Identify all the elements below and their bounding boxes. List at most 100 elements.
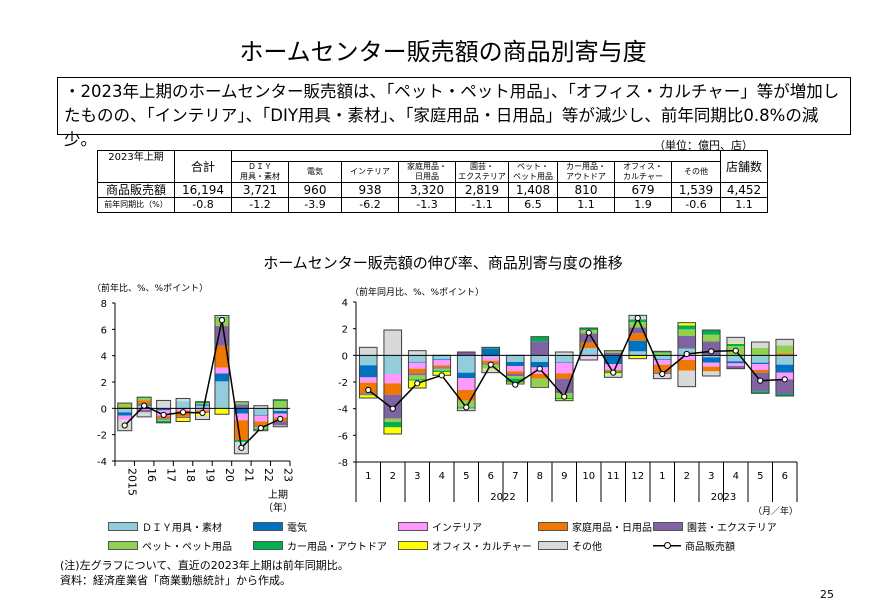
bar-segment [628, 340, 647, 352]
bar-segment [555, 355, 574, 362]
bar-segment [408, 355, 427, 362]
col-label: カー用品・ [566, 162, 606, 171]
bar-segment [214, 373, 229, 382]
x-tick-label: 2 [684, 471, 690, 482]
legend-swatch [253, 522, 283, 531]
bar-segment [677, 360, 696, 371]
bar-segment [579, 348, 598, 356]
y-tick-label: 4 [342, 298, 348, 309]
y-tick-label: -2 [338, 378, 348, 389]
bar-segment [156, 420, 171, 423]
table-cell: 1.1 [720, 197, 768, 213]
bar-segment [604, 356, 623, 364]
x-tick-label: 11 [607, 471, 620, 482]
bar-segment [506, 371, 525, 374]
bar-outline [175, 397, 191, 423]
legend-item: オフィス・カルチャー [398, 538, 532, 553]
bar-segment [408, 373, 427, 376]
bar-segment [751, 370, 770, 373]
table-cell: -0.6 [671, 197, 721, 213]
table-cell: -1.1 [455, 197, 509, 213]
bar-segment [195, 415, 210, 420]
bar-segment [117, 408, 132, 413]
legend-item: インテリア [398, 519, 482, 534]
y-tick-label: 6 [101, 325, 107, 336]
sales-point [389, 405, 396, 412]
bar-segment [726, 355, 745, 362]
x-tick-label: 3 [708, 471, 714, 482]
sales-point [634, 314, 641, 322]
legend-label: その他 [572, 542, 602, 553]
bar-segment [775, 372, 794, 380]
bar-segment [628, 322, 647, 328]
bar-segment [234, 404, 249, 409]
sales-point [659, 370, 666, 378]
legend-item: 電気 [253, 519, 307, 534]
col-label: ペット・ [517, 162, 549, 171]
y-tick-label: -4 [97, 457, 107, 468]
bar-segment [628, 356, 647, 359]
x-axis-unit: （年） [263, 501, 293, 514]
sales-point [218, 317, 226, 324]
x-tick-label: 18 [184, 468, 197, 482]
bar-segment [555, 373, 574, 379]
bar-segment [530, 341, 549, 356]
sales-point [257, 424, 264, 432]
bar-segment [359, 377, 378, 383]
bar-segment [726, 363, 745, 366]
bar-segment [137, 397, 152, 401]
x-tick-label: 6 [488, 471, 494, 482]
bar-segment [481, 347, 500, 349]
x-tick-label: 9 [561, 471, 567, 482]
bar-segment [195, 405, 210, 409]
bar-segment [214, 345, 229, 368]
col-label: 用具・素材 [240, 172, 280, 181]
legend-swatch [653, 522, 683, 531]
bar-segment [751, 348, 770, 356]
bar-outline [136, 396, 152, 418]
page-number: 25 [820, 588, 834, 601]
bar-segment [653, 359, 672, 360]
table-cell: 938 [341, 182, 399, 198]
col-label: オフィス・ [623, 162, 663, 171]
bar-outline [456, 351, 476, 412]
x-axis-unit: （月／年） [753, 505, 798, 517]
bar-segment [751, 342, 770, 348]
bar-segment [117, 403, 132, 408]
x-tick-label: 3 [414, 471, 420, 482]
bar-segment [653, 364, 672, 373]
legend-item: その他 [538, 538, 602, 553]
bar-segment [137, 408, 152, 410]
legend-label: 商品販売額 [685, 542, 735, 553]
bar-segment [506, 374, 525, 376]
bar-segment [726, 337, 745, 344]
legend-swatch [108, 522, 138, 531]
sales-point [160, 411, 167, 419]
table-cell: 4,452 [720, 182, 768, 198]
bar-segment [751, 355, 770, 363]
y-tick-label: 8 [101, 299, 107, 310]
sales-point [121, 422, 128, 429]
table-cell: 1,408 [508, 182, 558, 198]
bar-segment [359, 393, 378, 395]
bar-segment [653, 355, 672, 360]
bar-segment [359, 394, 378, 396]
bar-segment [677, 336, 696, 349]
x-tick-label: 5 [463, 471, 469, 482]
bar-segment [137, 409, 152, 413]
legend-label: オフィス・カルチャー [432, 542, 532, 553]
legend-label: ペット・ペット用品 [142, 542, 232, 553]
bar-outline [481, 346, 501, 374]
legend-label: 家庭用品・日用品 [572, 523, 652, 534]
bar-segment [383, 422, 402, 428]
note: (注)左グラフについて、直近の2023年上期は前年同期比。 [60, 559, 349, 572]
year-label: 2022 [490, 492, 515, 503]
bar-segment [253, 414, 268, 416]
table-cell: -6.2 [341, 197, 399, 213]
bar-segment [530, 355, 549, 362]
bar-segment [408, 379, 427, 381]
table-cell: -1.2 [231, 197, 289, 213]
bar-segment [214, 315, 229, 317]
legend-swatch [253, 541, 283, 550]
